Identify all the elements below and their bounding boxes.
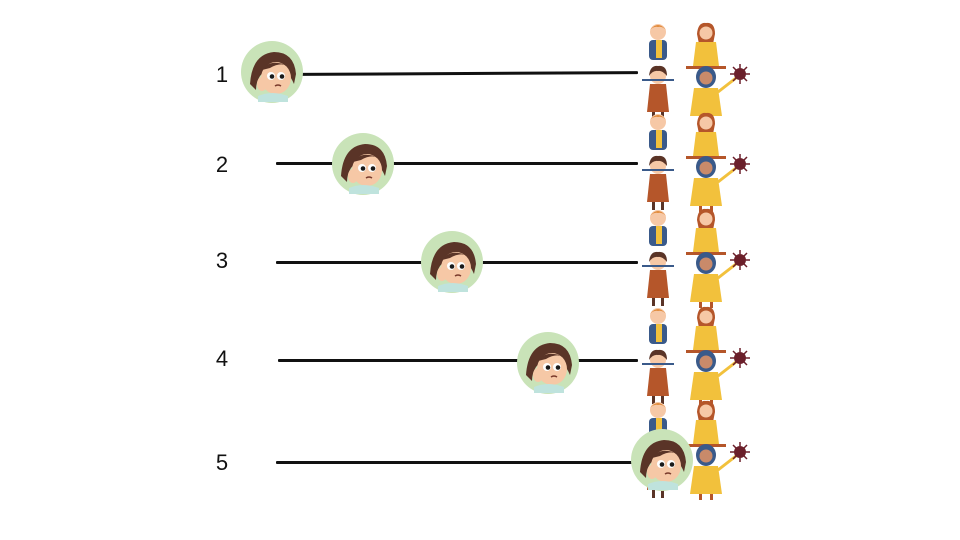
distance-line xyxy=(276,162,638,165)
distance-line xyxy=(276,461,638,464)
group-of-children-icon xyxy=(636,306,754,406)
distance-line xyxy=(278,359,638,362)
row-1: 1 xyxy=(0,22,960,122)
distance-line xyxy=(299,71,639,76)
row-number: 1 xyxy=(215,62,229,87)
worried-girl-avatar-icon xyxy=(420,230,484,294)
row-number: 5 xyxy=(215,450,229,475)
row-number: 4 xyxy=(215,346,229,371)
row-number: 3 xyxy=(215,248,229,273)
group-of-children-icon xyxy=(636,112,754,212)
worried-girl-avatar-icon xyxy=(516,331,580,395)
worried-girl-avatar-icon xyxy=(240,40,304,104)
row-4: 4 xyxy=(0,306,960,406)
row-number: 2 xyxy=(215,152,229,177)
worried-girl-avatar-icon xyxy=(331,132,395,196)
group-of-children-icon xyxy=(636,22,754,122)
group-of-children-icon xyxy=(636,208,754,308)
worried-girl-avatar-icon xyxy=(630,428,694,492)
row-2: 2 xyxy=(0,112,960,212)
row-5: 5 xyxy=(0,400,960,500)
row-3: 3 xyxy=(0,208,960,308)
